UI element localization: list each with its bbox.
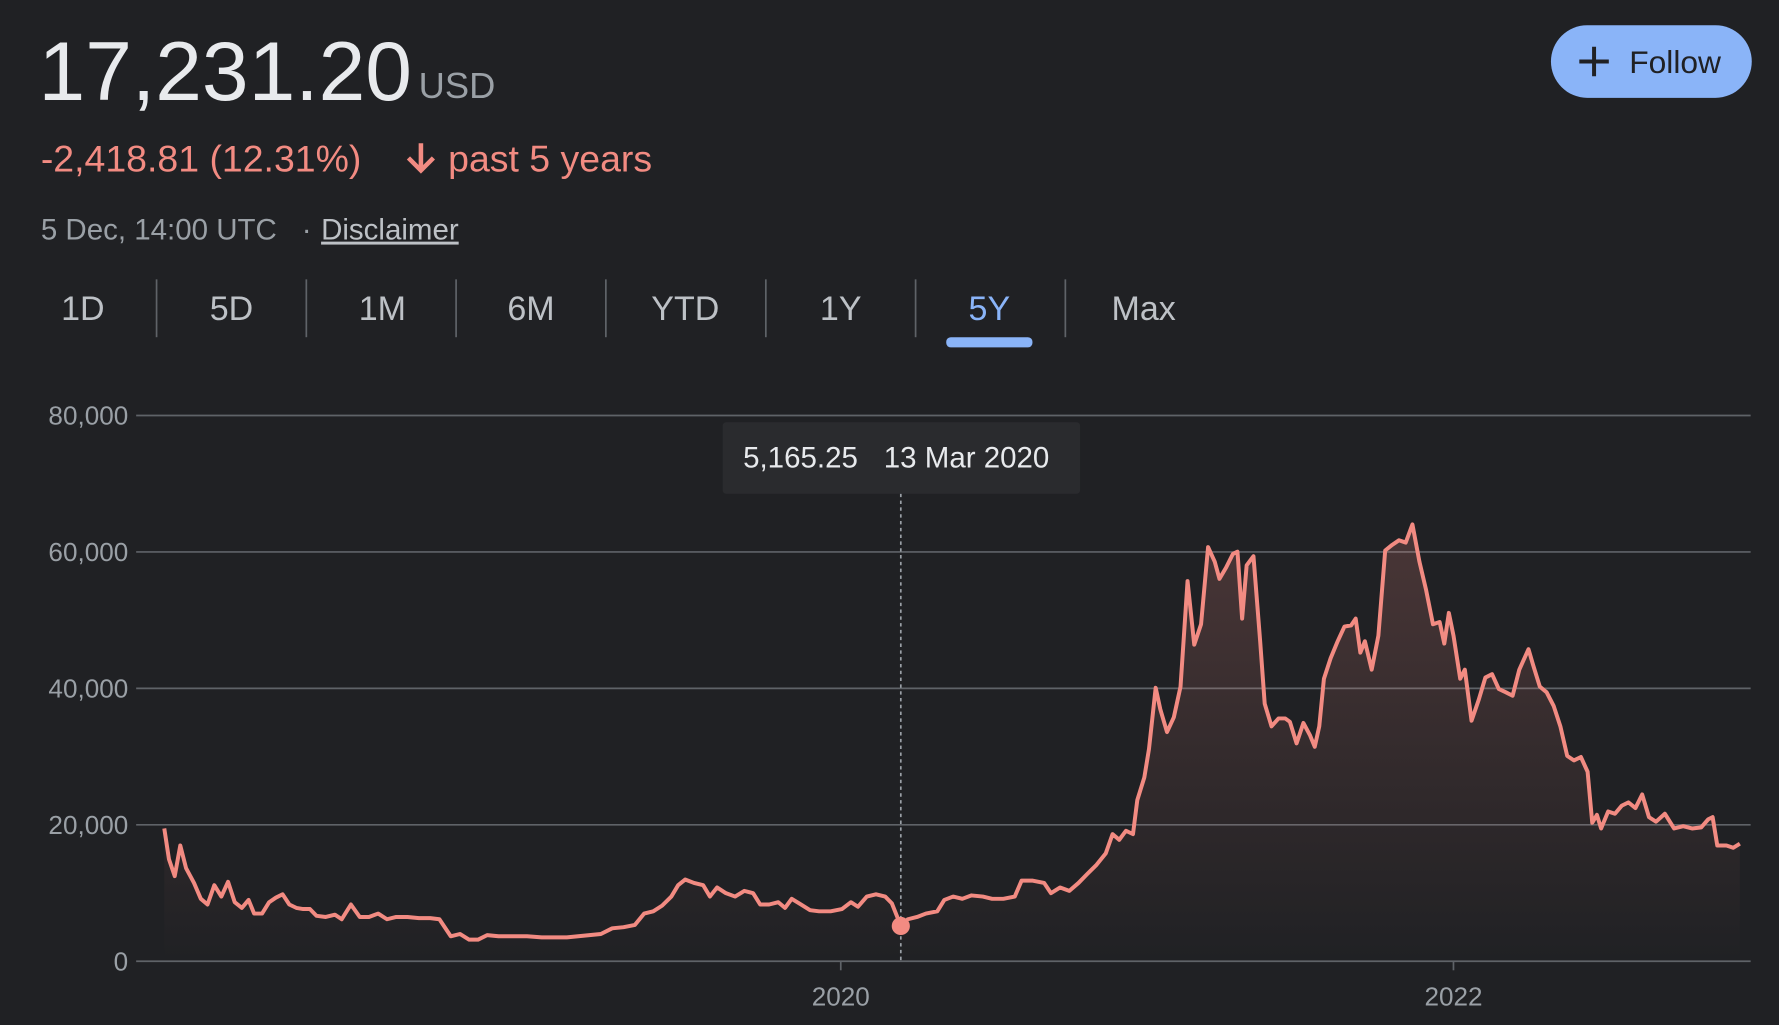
- tooltip-date: 13 Mar 2020: [884, 442, 1050, 475]
- y-tick-label: 60,000: [48, 537, 128, 567]
- change: -2,418.81 (12.31%): [41, 138, 362, 180]
- tooltip-box: [722, 422, 1081, 494]
- tab[interactable]: 5D: [210, 290, 253, 328]
- area-fill: [164, 524, 1740, 962]
- y-tick-label: 20,000: [48, 810, 128, 840]
- hover-dot: [891, 916, 910, 936]
- tab[interactable]: 6M: [507, 290, 554, 328]
- x-tick-label: 2022: [1424, 981, 1482, 1011]
- follow-label: Follow: [1629, 44, 1721, 80]
- y-tick-label: 80,000: [48, 401, 128, 431]
- tab-indicator: [946, 337, 1033, 348]
- y-tick-label: 0: [114, 946, 129, 976]
- range-tabs: 1D 5D 1M 6M YTD 1Y 5Y Max: [61, 279, 1176, 348]
- plus-icon: [1579, 46, 1609, 77]
- tab[interactable]: 1Y: [820, 290, 862, 328]
- follow-button[interactable]: Follow: [1550, 25, 1752, 98]
- tab[interactable]: 1D: [61, 290, 104, 328]
- tab[interactable]: 5Y: [969, 290, 1011, 328]
- tab[interactable]: Max: [1112, 290, 1176, 328]
- price-line: [162, 522, 1741, 942]
- tooltip-value: 5,165.25: [743, 442, 858, 475]
- down-arrow: [406, 143, 436, 174]
- period: past 5 years: [448, 138, 652, 180]
- separator: ·: [302, 214, 312, 247]
- x-tick-label: 2020: [812, 981, 870, 1011]
- chart: 0 20,000 40,000 60,000 80,000 2020 2022 5,165.2…: [48, 401, 1751, 1011]
- follow-bg: [1550, 25, 1752, 98]
- price: 17,231.20: [39, 24, 412, 118]
- tab[interactable]: YTD: [651, 290, 719, 328]
- currency: USD: [419, 65, 496, 106]
- timestamp: 5 Dec, 14:00 UTC: [41, 214, 277, 247]
- tab[interactable]: 1M: [359, 290, 406, 328]
- disclaimer-link[interactable]: Disclaimer: [321, 214, 459, 247]
- y-tick-label: 40,000: [48, 673, 128, 703]
